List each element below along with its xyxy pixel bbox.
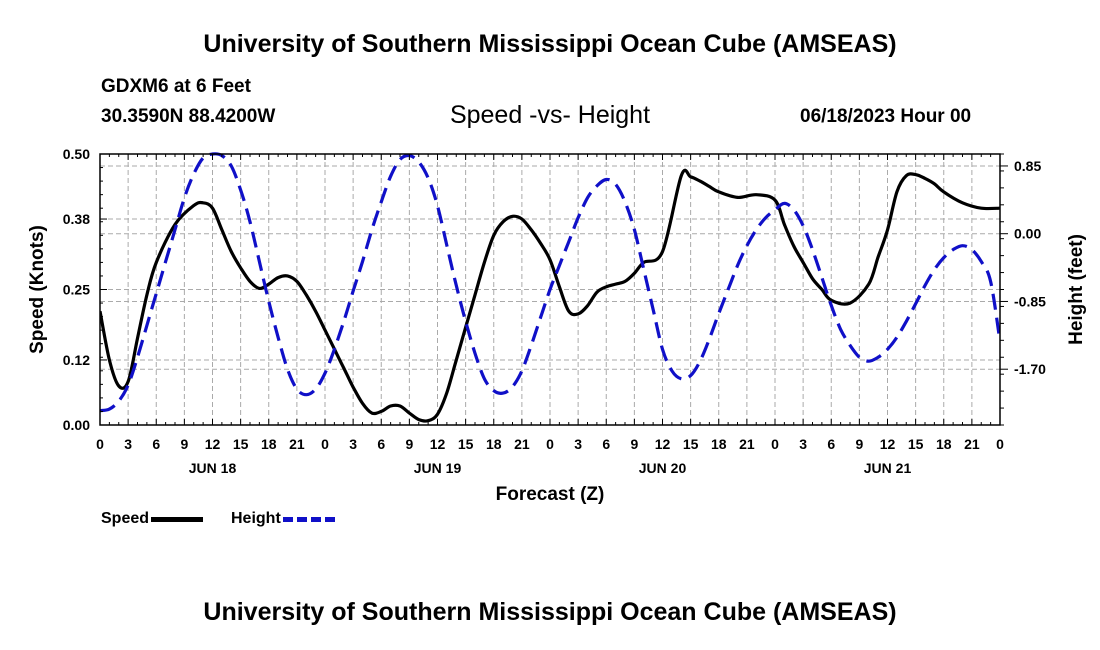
x-tick-label: 18 xyxy=(261,436,277,452)
legend-speed-swatch xyxy=(151,516,204,522)
x-tick-label: 9 xyxy=(405,436,413,452)
x-tick-label: 6 xyxy=(377,436,385,452)
x-tick-label: 15 xyxy=(908,436,924,452)
x-tick-label: 9 xyxy=(855,436,863,452)
x-tick-label: 0 xyxy=(771,436,779,452)
legend-height-label: Height xyxy=(231,510,281,527)
day-label: JUN 18 xyxy=(189,460,237,476)
y2-tick-label: 0.85 xyxy=(1014,158,1041,174)
series-line-speed xyxy=(100,168,1000,423)
footer-title: University of Southern Mississippi Ocean… xyxy=(203,598,897,626)
station-label: GDXM6 at 6 Feet xyxy=(101,76,251,97)
forecast-datetime: 06/18/2023 Hour 00 xyxy=(800,106,972,127)
legend-height-swatch xyxy=(282,516,335,522)
x-tick-label: 6 xyxy=(152,436,160,452)
x-tick-label: 21 xyxy=(964,436,980,452)
y-tick-label: 0.25 xyxy=(63,282,90,298)
x-tick-label: 0 xyxy=(96,436,104,452)
x-tick-label: 9 xyxy=(630,436,638,452)
x-tick-label: 18 xyxy=(486,436,502,452)
x-tick-label: 21 xyxy=(739,436,755,452)
y-tick-label: 0.12 xyxy=(63,352,90,368)
x-tick-label: 21 xyxy=(514,436,530,452)
series-layer xyxy=(100,152,1000,423)
x-axis-title: Forecast (Z) xyxy=(496,484,605,505)
day-label: JUN 19 xyxy=(414,460,462,476)
day-label: JUN 21 xyxy=(864,460,912,476)
x-tick-label: 3 xyxy=(799,436,807,452)
legend-height: Height xyxy=(231,510,335,528)
main-title: University of Southern Mississippi Ocean… xyxy=(203,30,897,58)
x-tick-label: 6 xyxy=(827,436,835,452)
series-line-height xyxy=(100,152,1000,413)
x-tick-label: 12 xyxy=(655,436,671,452)
chart-subtitle: Speed -vs- Height xyxy=(449,101,651,129)
y2-axis-title: Height (feet) xyxy=(1066,234,1087,345)
day-label: JUN 20 xyxy=(639,460,687,476)
x-tick-label: 0 xyxy=(321,436,329,452)
x-tick-label: 12 xyxy=(880,436,896,452)
x-tick-label: 15 xyxy=(458,436,474,452)
y2-tick-label: -0.85 xyxy=(1014,293,1046,309)
y-tick-label: 0.50 xyxy=(63,146,90,162)
x-tick-label: 15 xyxy=(233,436,249,452)
coordinates-label: 30.3590N 88.4200W xyxy=(101,106,276,127)
y-axis-title: Speed (Knots) xyxy=(27,225,48,354)
y-tick-label: 0.38 xyxy=(63,211,90,227)
y2-tick-label: 0.00 xyxy=(1014,226,1041,242)
x-tick-label: 18 xyxy=(711,436,727,452)
x-tick-label: 12 xyxy=(205,436,221,452)
x-tick-label: 6 xyxy=(602,436,610,452)
x-tick-label: 3 xyxy=(349,436,357,452)
y-tick-label: 0.00 xyxy=(63,417,90,433)
x-tick-label: 21 xyxy=(289,436,305,452)
x-tick-label: 18 xyxy=(936,436,952,452)
x-tick-label: 3 xyxy=(124,436,132,452)
legend-speed: Speed xyxy=(101,510,204,528)
x-tick-label: 0 xyxy=(546,436,554,452)
legend-speed-label: Speed xyxy=(101,510,150,527)
y2-tick-label: -1.70 xyxy=(1014,361,1046,377)
x-tick-label: 12 xyxy=(430,436,446,452)
x-tick-label: 3 xyxy=(574,436,582,452)
x-tick-label: 15 xyxy=(683,436,699,452)
axis-ticks: 0 3 6 9 12 15 18 21 0 3 6 9 12 15 18 21 0 3 6 9 12 15 18 21 0 3 6 9… xyxy=(63,146,1046,476)
x-tick-label: 9 xyxy=(180,436,188,452)
x-tick-label: 0 xyxy=(996,436,1004,452)
